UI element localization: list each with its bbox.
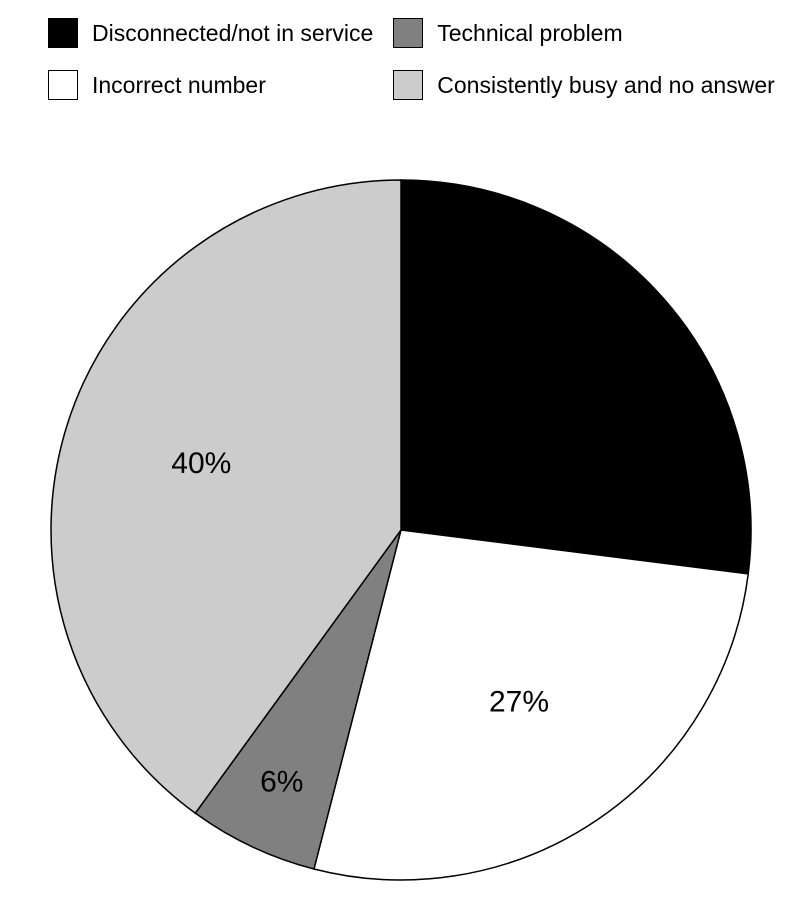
legend-swatch-disconnected	[48, 18, 78, 48]
legend-label-technical-problem: Technical problem	[437, 20, 622, 47]
legend: Disconnected/not in service Technical pr…	[48, 18, 768, 100]
pie-label-consistently-busy: 40%	[171, 447, 231, 480]
pie-svg: 27% 27% 6% 40%	[0, 130, 802, 918]
legend-swatch-consistently-busy	[393, 70, 423, 100]
pie-slices	[51, 180, 751, 880]
legend-item-disconnected: Disconnected/not in service	[48, 18, 373, 48]
legend-swatch-technical-problem	[393, 18, 423, 48]
pie-label-incorrect-number: 27%	[489, 686, 549, 719]
pie-chart-root: Disconnected/not in service Technical pr…	[0, 0, 802, 918]
legend-swatch-incorrect-number	[48, 70, 78, 100]
legend-label-incorrect-number: Incorrect number	[92, 72, 266, 99]
legend-item-incorrect-number: Incorrect number	[48, 70, 373, 100]
legend-label-disconnected: Disconnected/not in service	[92, 20, 373, 47]
pie-label-disconnected: 27%	[528, 373, 588, 406]
legend-item-technical-problem: Technical problem	[393, 18, 775, 48]
pie-container: 27% 27% 6% 40%	[0, 130, 802, 918]
pie-label-technical-problem: 6%	[260, 765, 303, 798]
legend-item-consistently-busy: Consistently busy and no answer	[393, 70, 775, 100]
legend-label-consistently-busy: Consistently busy and no answer	[437, 72, 775, 99]
